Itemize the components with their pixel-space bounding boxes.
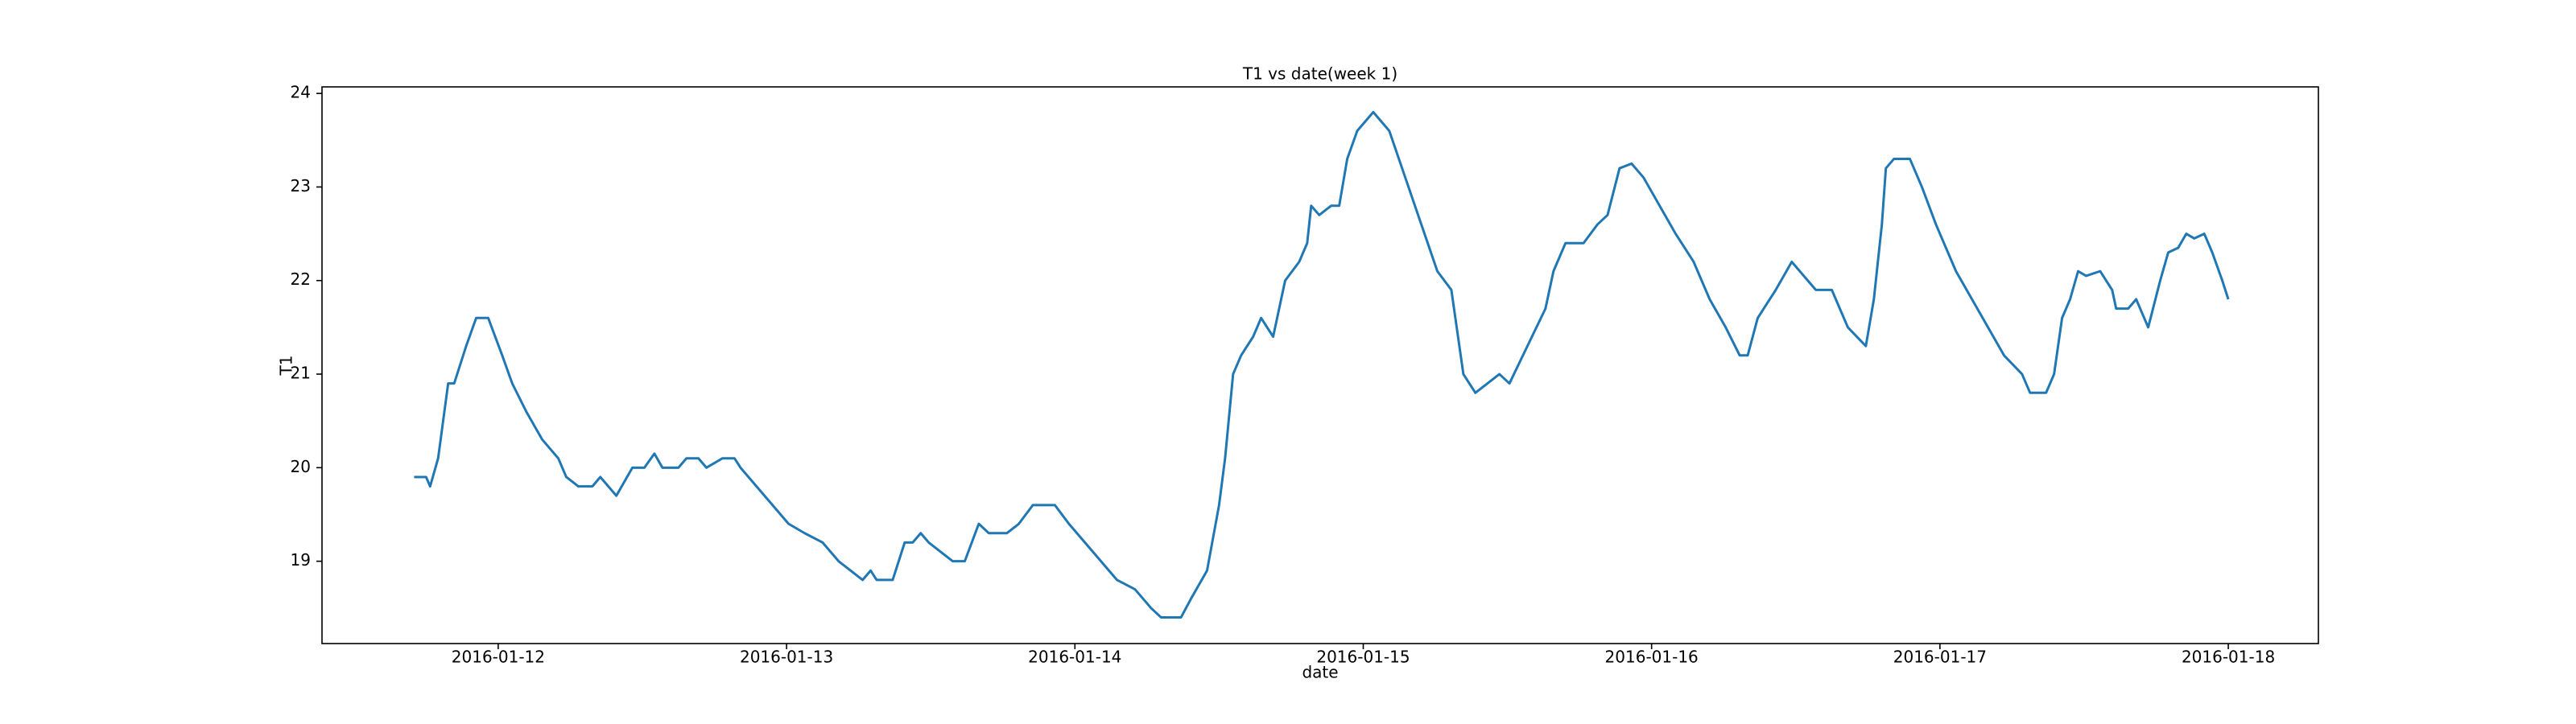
x-tick-label: 2016-01-17: [1893, 648, 1987, 667]
x-tick-label: 2016-01-16: [1605, 648, 1699, 667]
y-tick-label: 22: [291, 269, 311, 289]
x-tick-label: 2016-01-15: [1316, 648, 1410, 667]
y-axis-label: T1: [277, 356, 296, 376]
plot-frame: [321, 86, 2319, 644]
chart-title: T1 vs date(week 1): [1242, 64, 1397, 84]
y-tick-label: 21: [291, 364, 311, 383]
x-axis-label: date: [1302, 663, 1338, 682]
x-tick-label: 2016-01-18: [2182, 648, 2275, 667]
y-tick-label: 24: [291, 83, 311, 102]
y-tick-label: 20: [291, 457, 311, 476]
data-line: [414, 110, 2230, 619]
x-tick-label: 2016-01-14: [1028, 648, 1121, 667]
y-tick-label: 23: [291, 176, 311, 195]
y-tick-label: 19: [291, 550, 311, 570]
x-tick-label: 2016-01-12: [452, 648, 545, 667]
x-tick-label: 2016-01-13: [740, 648, 833, 667]
